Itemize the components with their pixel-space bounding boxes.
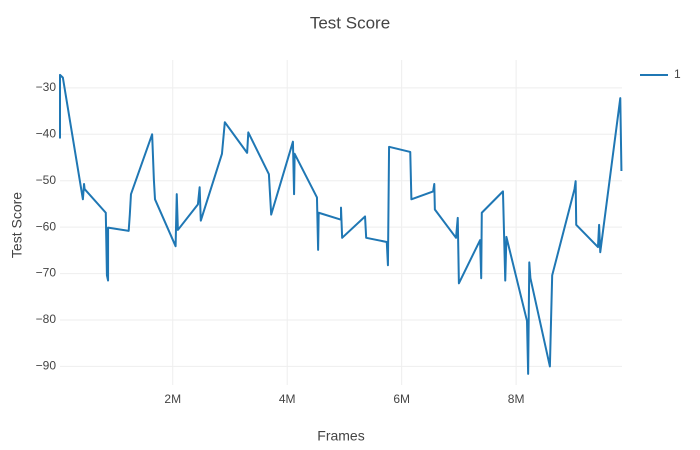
- legend-label: 1: [674, 67, 681, 81]
- x-tick-label: 4M: [279, 392, 296, 406]
- y-tick-label: −90: [36, 359, 57, 373]
- y-tick-label: −70: [36, 266, 57, 280]
- y-tick-label: −60: [36, 219, 57, 233]
- x-tick-label: 2M: [164, 392, 181, 406]
- y-tick-label: −80: [36, 312, 57, 326]
- x-tick-label: 6M: [393, 392, 410, 406]
- x-axis-title: Frames: [317, 428, 364, 444]
- line: [59, 73, 623, 375]
- x-tick-label: 8M: [508, 392, 525, 406]
- y-tick-label: −50: [36, 173, 57, 187]
- y-tick-label: −30: [36, 80, 57, 94]
- y-tick-label: −40: [36, 126, 57, 140]
- chart-title: Test Score: [310, 13, 390, 32]
- y-axis-title: Test Score: [9, 192, 25, 258]
